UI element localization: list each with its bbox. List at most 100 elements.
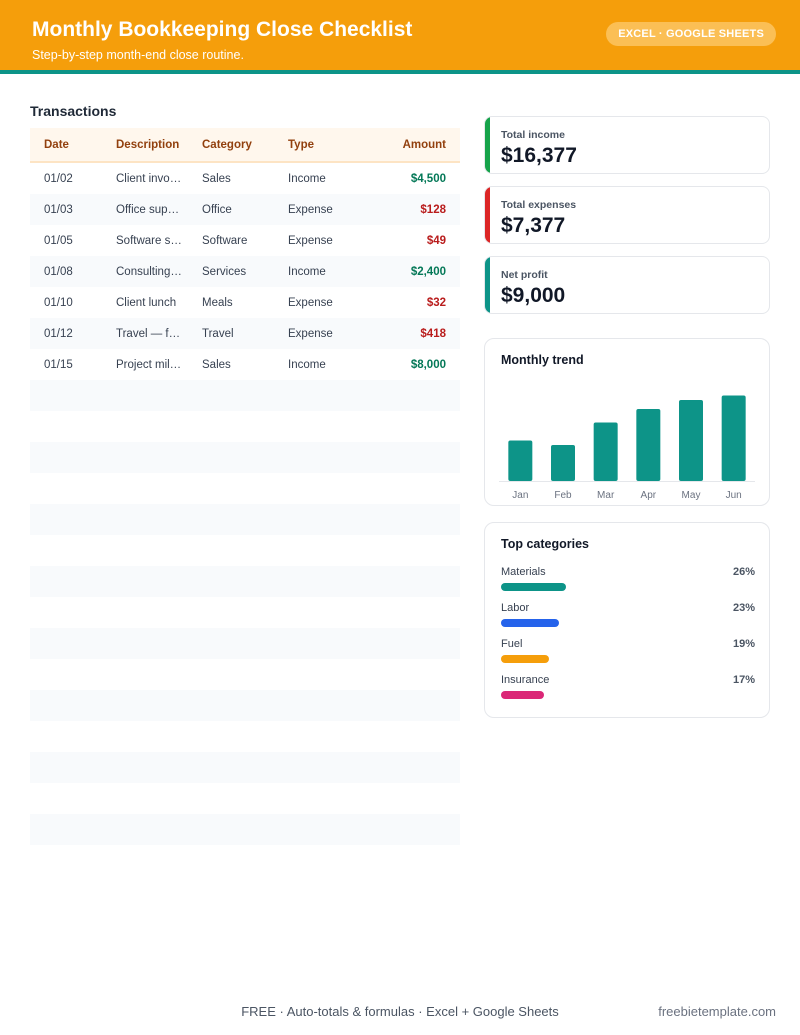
cell-description: Travel — f… [116, 327, 181, 340]
kpi-card: Total expenses $7,377 [484, 186, 770, 244]
monthly-trend-chart: Jan Feb Mar Apr May Jun [499, 395, 755, 501]
trend-tick-label: Jan [512, 490, 528, 501]
cell-amount: $32 [426, 296, 446, 309]
category-percent: 19% [732, 638, 755, 650]
cell-category: Sales [202, 172, 231, 185]
category-name: Materials [501, 566, 546, 578]
table-row-empty [30, 411, 460, 442]
table-row-empty [30, 504, 460, 535]
table-row-empty [30, 473, 460, 504]
page-title: Monthly Bookkeeping Close Checklist [32, 18, 413, 41]
cell-date: 01/02 [44, 172, 73, 185]
table-row: 01/15 Project mil… Sales Income $8,000 [30, 349, 460, 380]
category-bar-track [501, 691, 755, 699]
cell-amount: $128 [420, 203, 446, 216]
trend-tick-label: Feb [554, 490, 572, 501]
page-subtitle: Step-by-step month-end close routine. [32, 48, 244, 62]
kpi-card: Net profit $9,000 [484, 256, 770, 314]
monthly-trend-card: Monthly trend Jan Feb Mar Apr May Jun [484, 338, 770, 506]
cell-description: Consulting… [116, 265, 182, 278]
cell-type: Income [288, 265, 326, 278]
table-header: Date Description Category Type Amount [30, 128, 460, 163]
col-type-header: Type [288, 138, 314, 151]
cell-category: Services [202, 265, 247, 278]
cell-amount: $49 [426, 234, 446, 247]
trend-bar-mar [593, 422, 618, 481]
trend-bar-jun [721, 395, 746, 481]
trend-bar-jan [508, 440, 533, 481]
cell-type: Expense [288, 234, 333, 247]
kpi-accent-bar [485, 117, 490, 173]
category-percent: 23% [732, 602, 755, 614]
table-row-empty [30, 814, 460, 845]
monthly-trend-title: Monthly trend [501, 353, 584, 367]
table-row-empty [30, 721, 460, 752]
table-row-empty [30, 380, 460, 411]
cell-type: Expense [288, 203, 333, 216]
kpi-accent-bar [485, 257, 490, 313]
col-category-header: Category [202, 138, 252, 151]
format-badge: EXCEL · GOOGLE SHEETS [606, 22, 776, 46]
kpi-value: $16,377 [501, 144, 577, 167]
trend-bar-may [679, 400, 703, 481]
table-row: 01/12 Travel — f… Travel Expense $418 [30, 318, 460, 349]
trend-bar-feb [551, 445, 575, 481]
trend-tick-label: Mar [597, 490, 615, 501]
kpi-accent-bar [485, 187, 490, 243]
cell-date: 01/15 [44, 358, 73, 371]
footer-site: freebietemplate.com [658, 1004, 776, 1019]
category-bar-track [501, 655, 755, 663]
cell-date: 01/03 [44, 203, 73, 216]
table-row-empty [30, 535, 460, 566]
header-divider [0, 70, 800, 74]
top-categories-title: Top categories [501, 537, 589, 551]
footer-text: FREE · Auto-totals & formulas · Excel + … [241, 1004, 559, 1019]
kpi-value: $7,377 [501, 214, 566, 237]
cell-category: Software [202, 234, 248, 247]
category-bar-fill [501, 583, 567, 591]
category-bar-track [501, 583, 755, 591]
cell-category: Travel [202, 327, 234, 340]
table-row: 01/10 Client lunch Meals Expense $32 [30, 287, 460, 318]
top-categories-card: Top categories Materials 26% Labor 23% Fuel 1… [484, 522, 770, 718]
table-row-empty [30, 566, 460, 597]
cell-description: Software s… [116, 234, 182, 247]
category-name: Insurance [501, 674, 550, 686]
table-row-empty [30, 752, 460, 783]
cell-date: 01/10 [44, 296, 73, 309]
category-bar-fill [501, 691, 544, 699]
cell-type: Expense [288, 296, 333, 309]
table-row: 01/02 Client invo… Sales Income $4,500 [30, 163, 460, 194]
category-percent: 17% [732, 674, 755, 686]
table-row-empty [30, 442, 460, 473]
transactions-table: Date Description Category Type Amount 01… [30, 128, 460, 845]
table-body: 01/02 Client invo… Sales Income $4,500 01/03 O… [30, 163, 460, 845]
kpi-card: Total income $16,377 [484, 116, 770, 174]
cell-type: Expense [288, 327, 333, 340]
trend-tick-label: Apr [641, 490, 657, 501]
cell-date: 01/12 [44, 327, 73, 340]
trend-bar-apr [636, 409, 661, 481]
kpi-label: Total expenses [501, 199, 577, 211]
cell-date: 01/05 [44, 234, 73, 247]
cell-category: Office [202, 203, 232, 216]
page-header: Monthly Bookkeeping Close Checklist Step… [0, 0, 800, 70]
table-row-empty [30, 783, 460, 814]
col-date-header: Date [44, 138, 69, 151]
trend-tick-label: Jun [726, 490, 742, 501]
cell-amount: $418 [420, 327, 446, 340]
table-row-empty [30, 628, 460, 659]
category-bar-track [501, 619, 755, 627]
kpi-label: Total income [501, 129, 565, 141]
cell-description: Client lunch [116, 296, 177, 309]
cell-description: Client invo… [116, 172, 182, 185]
cell-type: Income [288, 172, 326, 185]
cell-description: Project mil… [116, 358, 182, 371]
cell-date: 01/08 [44, 265, 73, 278]
trend-tick-label: May [682, 490, 701, 501]
table-row-empty [30, 690, 460, 721]
cell-category: Meals [202, 296, 233, 309]
col-amount-header: Amount [402, 138, 446, 151]
table-row: 01/08 Consulting… Services Income $2,400 [30, 256, 460, 287]
cell-category: Sales [202, 358, 231, 371]
